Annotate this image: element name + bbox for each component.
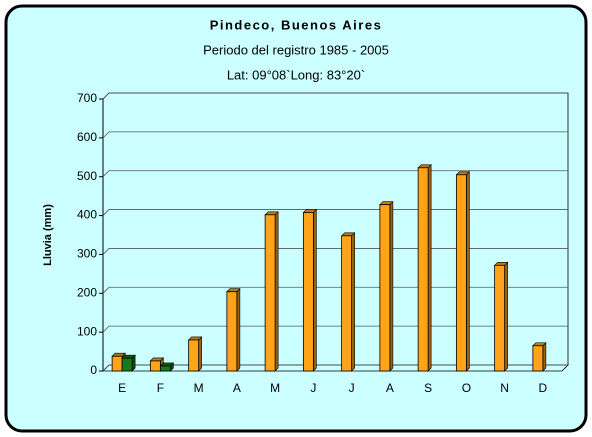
x-tick-label: S [424, 381, 432, 395]
y-tick-label: 400 [77, 208, 97, 222]
bar [121, 357, 133, 372]
x-tick-label: J [349, 381, 355, 395]
y-axis-label: Lluvia (mm) [42, 204, 54, 266]
bar-side [351, 232, 355, 372]
y-tick-label: 600 [77, 130, 97, 144]
bar-side [274, 211, 279, 372]
bar-side [504, 261, 508, 372]
bar [264, 214, 276, 372]
bar [494, 264, 506, 372]
x-tick-label: M [194, 381, 204, 395]
x-tick-label: F [157, 381, 164, 395]
x-tick-label: J [310, 381, 316, 395]
bar [149, 360, 161, 372]
bar [379, 204, 391, 372]
bar [226, 291, 238, 372]
bar-side [542, 342, 547, 372]
grid-line [102, 364, 568, 372]
bar [532, 345, 544, 372]
grid-line [102, 286, 568, 294]
bar [159, 365, 171, 372]
bar [417, 167, 429, 372]
grid-line [102, 170, 568, 177]
x-tick-label: M [270, 381, 280, 395]
bar [111, 355, 123, 372]
y-tick-label: 100 [77, 324, 97, 338]
chart-subtitle: Lat: 09°08`Long: 83°20` [227, 67, 365, 82]
y-tick-label: 200 [77, 285, 97, 299]
x-tick-label: D [539, 381, 548, 395]
grid-line [102, 248, 568, 255]
y-tick-label: 300 [77, 247, 97, 261]
bar-side [389, 200, 394, 372]
bar [302, 212, 314, 372]
y-tick-label: 700 [77, 91, 97, 105]
grid-line [102, 209, 568, 216]
grid-line [102, 92, 568, 100]
bar-side [198, 336, 202, 372]
bar-side [427, 164, 432, 372]
x-tick-label: A [233, 381, 241, 395]
chart-title: Pindeco, Buenos Aires [210, 17, 383, 32]
bar [188, 339, 200, 372]
x-tick-label: N [500, 381, 509, 395]
chart-subtitle: Periodo del registro 1985 - 2005 [203, 42, 389, 57]
x-tick-label: O [462, 381, 471, 395]
bar [341, 235, 353, 372]
x-tick-label: E [118, 381, 126, 395]
y-tick-label: 0 [90, 363, 97, 377]
bar-side [466, 171, 470, 372]
bar [455, 174, 467, 372]
grid-line [102, 131, 568, 139]
x-tick-label: A [386, 381, 394, 395]
bar-side [313, 208, 317, 372]
y-tick-label: 500 [77, 169, 97, 183]
bar-side [236, 288, 241, 372]
grid-line [102, 325, 568, 333]
